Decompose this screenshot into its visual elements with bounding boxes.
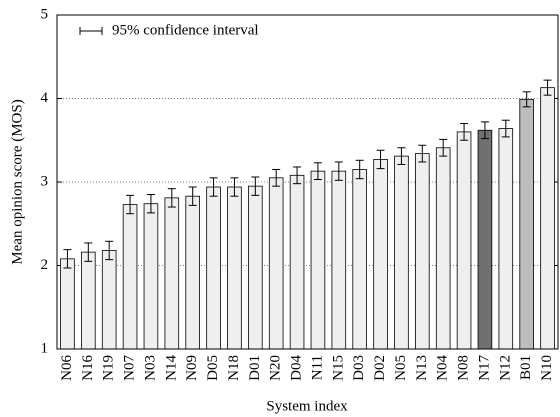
bar: [352, 169, 367, 350]
x-tick-label: D05: [205, 355, 221, 381]
bar: [227, 186, 242, 350]
x-tick-label: N15: [330, 355, 346, 381]
x-tick-label: N09: [184, 355, 200, 381]
x-tick-label: N08: [456, 355, 472, 381]
bar: [310, 170, 326, 350]
bar: [498, 128, 514, 350]
x-tick-label: N20: [268, 355, 284, 381]
bar: [143, 203, 159, 350]
legend-label: 95% confidence interval: [112, 22, 259, 38]
bar: [415, 153, 430, 350]
y-tick-label: 5: [41, 6, 49, 22]
bar: [477, 129, 493, 350]
x-tick-label: N19: [101, 355, 117, 381]
x-tick-label: D03: [351, 355, 367, 381]
bar: [164, 197, 180, 350]
bar: [206, 186, 221, 350]
bar: [519, 98, 534, 350]
bar: [456, 131, 472, 350]
x-tick-label: B01: [518, 355, 534, 380]
x-tick-label: N10: [539, 355, 555, 381]
x-tick-label: N05: [393, 355, 409, 381]
bar: [289, 174, 305, 350]
plot-frame: [56, 14, 559, 350]
x-tick-label: N18: [226, 355, 242, 381]
bar: [185, 195, 200, 350]
x-tick-label: N14: [163, 355, 179, 381]
bar: [122, 204, 138, 350]
bar: [373, 159, 388, 350]
x-tick-label: N04: [435, 355, 451, 381]
bar: [540, 87, 555, 350]
x-tick-label: N13: [414, 355, 430, 381]
bar: [60, 258, 75, 350]
x-tick-label: N06: [59, 355, 75, 381]
bar: [331, 170, 347, 350]
y-tick-label: 1: [41, 340, 49, 356]
x-tick-label: N07: [122, 355, 138, 381]
x-tick-label: D04: [289, 355, 305, 381]
bar: [268, 177, 284, 350]
y-tick-label: 2: [41, 257, 49, 273]
x-tick-label: N12: [497, 355, 513, 381]
x-tick-label: N11: [309, 355, 325, 380]
bar: [435, 147, 451, 350]
x-tick-label: N03: [142, 355, 158, 381]
bar: [101, 250, 117, 350]
y-tick-label: 4: [41, 90, 49, 106]
y-tick-label: 3: [41, 173, 49, 189]
x-tick-label: D02: [372, 355, 388, 381]
bar: [394, 155, 409, 350]
bar: [81, 251, 96, 350]
x-tick-label: D01: [247, 355, 263, 381]
x-axis-label: System index: [266, 398, 348, 414]
x-tick-label: N17: [476, 355, 492, 381]
x-tick-label: N16: [80, 355, 96, 381]
bar: [248, 185, 263, 350]
y-axis-label: Mean opinion score (MOS): [9, 99, 25, 264]
